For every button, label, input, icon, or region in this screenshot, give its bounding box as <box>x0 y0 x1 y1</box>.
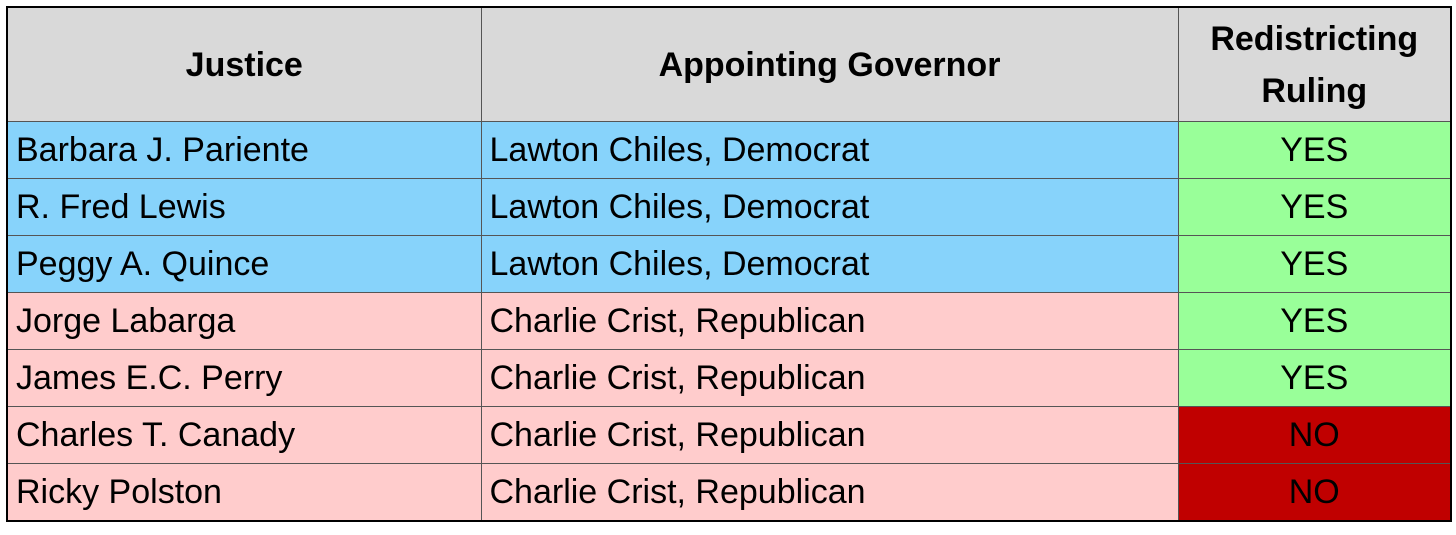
ruling-cell: YES <box>1177 178 1452 236</box>
table-row: Jorge Labarga Charlie Crist, Republican YE… <box>6 292 1452 350</box>
table-row: Peggy A. Quince Lawton Chiles, Democrat YE… <box>6 235 1452 293</box>
governor-cell: Charlie Crist, Republican <box>480 463 1179 522</box>
justice-cell: Jorge Labarga <box>6 292 482 350</box>
table-row: James E.C. Perry Charlie Crist, Republica… <box>6 349 1452 407</box>
table-row: Charles T. Canady Charlie Crist, Republic… <box>6 406 1452 464</box>
header-cell: Redistricting Ruling <box>1177 6 1452 122</box>
justice-cell: Ricky Polston <box>6 463 482 522</box>
table-body: Barbara J. Pariente Lawton Chiles, Democr… <box>6 121 1452 522</box>
table-header: Justice Appointing Governor Redistrictin… <box>6 6 1452 122</box>
header-row: Justice Appointing Governor Redistrictin… <box>6 6 1452 122</box>
governor-cell: Lawton Chiles, Democrat <box>480 235 1179 293</box>
governor-cell: Lawton Chiles, Democrat <box>480 121 1179 179</box>
table-row: Ricky Polston Charlie Crist, Republican NO <box>6 463 1452 522</box>
header-cell: Appointing Governor <box>480 6 1179 122</box>
justices-table: Justice Appointing Governor Redistrictin… <box>6 6 1452 522</box>
governor-cell: Charlie Crist, Republican <box>480 292 1179 350</box>
justice-cell: James E.C. Perry <box>6 349 482 407</box>
ruling-cell: YES <box>1177 349 1452 407</box>
ruling-cell: NO <box>1177 463 1452 522</box>
ruling-cell: YES <box>1177 235 1452 293</box>
justice-cell: Barbara J. Pariente <box>6 121 482 179</box>
justice-cell: Peggy A. Quince <box>6 235 482 293</box>
table-row: R. Fred Lewis Lawton Chiles, Democrat YES <box>6 178 1452 236</box>
ruling-cell: YES <box>1177 121 1452 179</box>
governor-cell: Lawton Chiles, Democrat <box>480 178 1179 236</box>
ruling-cell: NO <box>1177 406 1452 464</box>
justice-cell: Charles T. Canady <box>6 406 482 464</box>
header-cell: Justice <box>6 6 482 122</box>
justice-cell: R. Fred Lewis <box>6 178 482 236</box>
governor-cell: Charlie Crist, Republican <box>480 349 1179 407</box>
governor-cell: Charlie Crist, Republican <box>480 406 1179 464</box>
table-row: Barbara J. Pariente Lawton Chiles, Democr… <box>6 121 1452 179</box>
ruling-cell: YES <box>1177 292 1452 350</box>
